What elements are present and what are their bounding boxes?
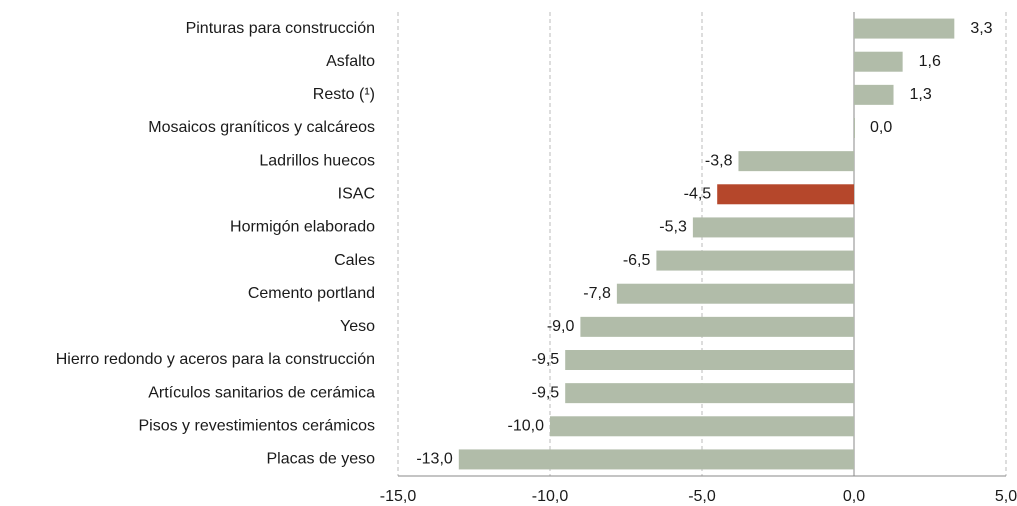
y-tick-label: Hierro redondo y aceros para la construc… [56,351,375,368]
value-label: -10,0 [508,418,545,435]
bar [738,151,854,172]
bar [565,350,854,370]
value-label: 1,6 [919,53,941,70]
y-tick-label: Mosaicos graníticos y calcáreos [148,119,375,136]
y-tick-label: Ladrillos huecos [259,152,375,169]
y-tick-label: ISAC [338,186,375,203]
value-label: -9,0 [547,318,575,335]
y-tick-label: Pisos y revestimientos cerámicos [138,418,375,435]
value-label: -9,5 [532,351,560,368]
bar [854,51,903,72]
bar [854,84,894,105]
bar [458,449,854,470]
value-label: -9,5 [532,384,560,401]
bar [616,283,854,304]
value-label: -5,3 [659,219,687,236]
value-label: 1,3 [910,86,932,103]
y-tick-label: Pinturas para construcción [186,20,375,37]
bar [565,383,854,404]
bar [717,184,854,205]
bar [580,316,854,337]
bar [656,250,854,271]
y-tick-label: Cemento portland [248,285,375,302]
x-tick-label: 5,0 [995,488,1017,505]
y-tick-label: Resto (¹) [313,86,375,103]
value-label: 3,3 [970,20,992,37]
x-tick-label: 0,0 [843,488,865,505]
value-label: -7,8 [583,285,611,302]
value-label: -4,5 [684,186,712,203]
bar [550,416,854,437]
value-label: -6,5 [623,252,651,269]
bar [854,18,955,39]
x-tick-label: -10,0 [532,488,569,505]
y-tick-label: Cales [334,252,375,269]
value-label: 0,0 [870,119,892,136]
y-tick-label: Asfalto [326,53,375,70]
x-tick-label: -15,0 [380,488,417,505]
y-tick-label: Artículos sanitarios de cerámica [148,384,375,401]
value-label: -3,8 [705,152,733,169]
value-label: -13,0 [416,451,453,468]
bar [692,217,854,238]
x-tick-label: -5,0 [688,488,716,505]
bar [854,118,855,138]
y-tick-label: Yeso [340,318,375,335]
y-tick-label: Placas de yeso [266,451,375,468]
y-tick-label: Hormigón elaborado [230,219,375,236]
